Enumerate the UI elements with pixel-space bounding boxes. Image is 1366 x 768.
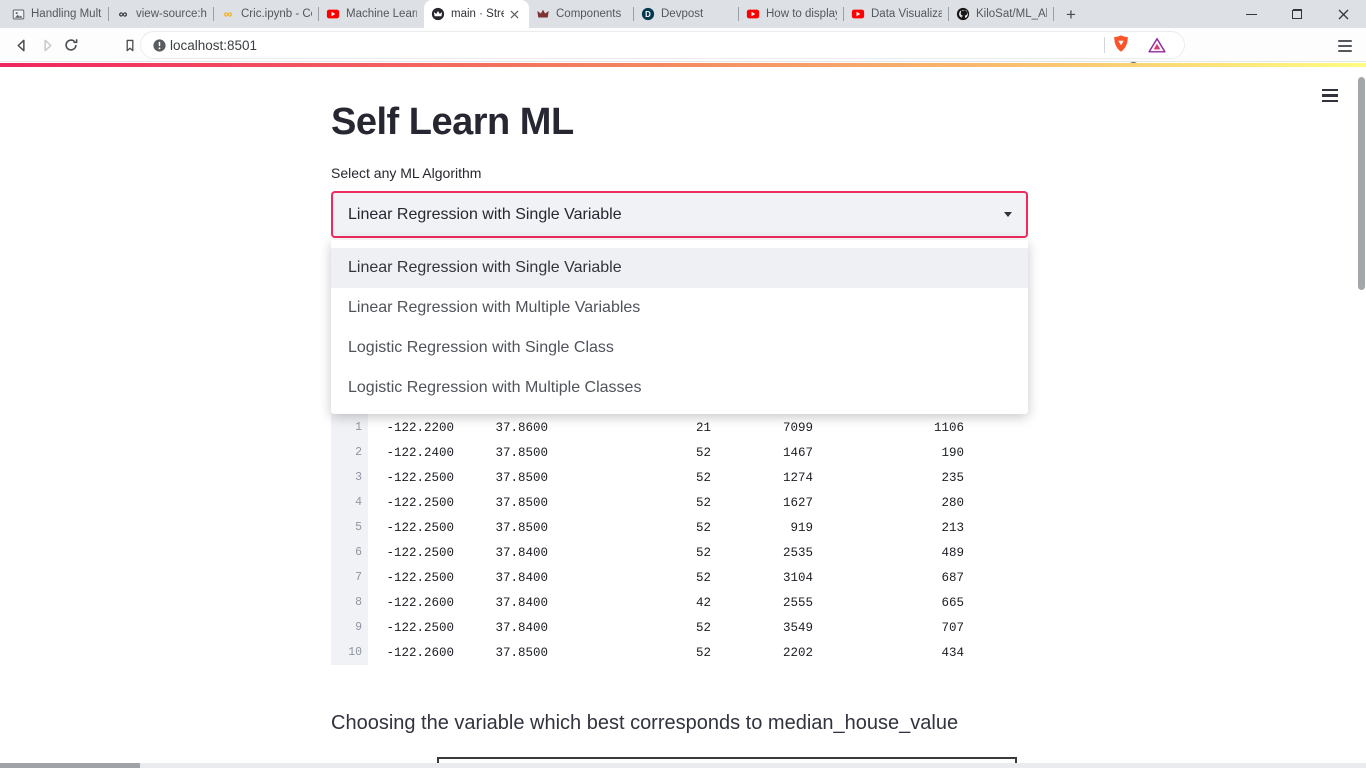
restore-icon xyxy=(1292,9,1302,19)
reload-button[interactable] xyxy=(62,36,80,54)
browser-menu-button[interactable] xyxy=(1338,40,1352,55)
chevron-down-icon xyxy=(1004,212,1012,217)
table-row: 4 -122.2500 37.8500 52 1627 280 xyxy=(355,495,964,510)
dataframe-index-column xyxy=(331,412,368,665)
table-row: 3 -122.2500 37.8500 52 1274 235 xyxy=(355,470,964,485)
restore-button[interactable] xyxy=(1274,0,1320,28)
browser-tab-10[interactable]: KiloSat/ML_Alg xyxy=(949,0,1054,28)
tab-bar: Handling Multi ∞ view-source:ht ∞ Cric.i… xyxy=(0,0,1366,28)
subheader-text: Choosing the variable which best corresp… xyxy=(331,712,959,734)
tab-close-button[interactable] xyxy=(510,9,522,19)
minimize-icon xyxy=(1245,13,1257,15)
tab-title: view-source:ht xyxy=(136,8,207,20)
back-button[interactable] xyxy=(12,36,30,54)
dropdown-option-2[interactable]: Linear Regression with Multiple Variable… xyxy=(348,299,641,316)
horizontal-scrollbar-thumb[interactable] xyxy=(0,763,140,768)
browser-tab-3[interactable]: ∞ Cric.ipynb - Co xyxy=(214,0,319,28)
tab-title: Devpost xyxy=(661,8,704,20)
horizontal-scrollbar-track[interactable] xyxy=(0,763,1366,768)
tab-title: How to display xyxy=(766,8,837,20)
table-row: 9 -122.2500 37.8400 52 3549 707 xyxy=(355,620,964,635)
dropdown-option-4[interactable]: Logistic Regression with Multiple Classe… xyxy=(348,379,642,396)
figure-placeholder xyxy=(437,757,1017,768)
infinity-icon: ∞ xyxy=(118,7,128,21)
browser-menu-icon xyxy=(1338,40,1352,42)
devpost-icon: D xyxy=(641,7,655,21)
housing-dataframe[interactable]: 1 -122.2200 37.8600 21 7099 1106 2 -122.2400 37.… xyxy=(331,412,1028,665)
browser-tab-7[interactable]: D Devpost xyxy=(634,0,739,28)
youtube-icon xyxy=(851,7,865,21)
address-bar[interactable] xyxy=(140,31,1185,59)
browser-tab-8[interactable]: How to display xyxy=(739,0,844,28)
browser-tab-2[interactable]: ∞ view-source:ht xyxy=(109,0,214,28)
site-info-button[interactable] xyxy=(150,36,168,54)
forward-button[interactable] xyxy=(38,36,56,54)
table-row: 10 -122.2600 37.8500 52 2202 434 xyxy=(348,645,964,660)
dataframe-table: 1 -122.2200 37.8600 21 7099 1106 2 -122.2400 37.… xyxy=(331,415,1028,665)
svg-text:D: D xyxy=(645,10,651,19)
tab-title: Machine Learn xyxy=(346,8,417,20)
bat-icon xyxy=(1148,37,1166,53)
vertical-scrollbar[interactable] xyxy=(1358,77,1365,290)
table-row: 6 -122.2500 37.8400 52 2535 489 xyxy=(355,545,964,560)
browser-tab-1[interactable]: Handling Multi xyxy=(4,0,109,28)
select-label: Select any ML Algorithm xyxy=(331,165,482,181)
tab-title: Cric.ipynb - Co xyxy=(241,8,312,20)
new-tab-button[interactable]: + xyxy=(1066,5,1076,24)
selectbox-dropdown: Linear Regression with Single Variable L… xyxy=(331,240,1028,414)
close-icon xyxy=(1338,9,1348,19)
tab-title: main · Stre xyxy=(451,8,504,20)
dropdown-option-3[interactable]: Logistic Regression with Single Class xyxy=(348,339,614,356)
brave-shield-icon xyxy=(1114,35,1128,52)
youtube-icon xyxy=(326,7,340,21)
dropdown-option-1[interactable]: Linear Regression with Single Variable xyxy=(331,248,1028,288)
table-row: 1 -122.2200 37.8600 21 7099 1106 xyxy=(355,420,964,435)
table-row: 2 -122.2400 37.8500 52 1467 190 xyxy=(355,445,964,460)
image-icon xyxy=(11,7,25,21)
browser-tab-4[interactable]: Machine Learn xyxy=(319,0,424,28)
colab-icon: ∞ xyxy=(223,7,233,21)
page-title: Self Learn ML xyxy=(331,101,574,143)
selectbox-value: Linear Regression with Single Variable xyxy=(348,205,622,223)
table-row: 5 -122.2500 37.8500 52 919 213 xyxy=(355,520,964,535)
streamlit-dark-icon xyxy=(431,7,445,21)
decoration-bar xyxy=(0,63,1366,67)
toolbar-separator xyxy=(1104,37,1105,53)
window-controls xyxy=(1228,0,1366,28)
table-row: 8 -122.2600 37.8400 42 2555 665 xyxy=(355,595,964,610)
bookmark-button[interactable] xyxy=(121,36,139,54)
tab-list: Handling Multi ∞ view-source:ht ∞ Cric.i… xyxy=(0,0,1054,28)
browser-tab-6[interactable]: Components xyxy=(529,0,634,28)
tab-title: Components xyxy=(556,8,622,20)
reload-icon xyxy=(65,39,78,51)
site-info-icon xyxy=(152,38,166,52)
brave-rewards-button[interactable] xyxy=(1148,36,1166,54)
streamlit-menu-button[interactable] xyxy=(1322,89,1338,105)
tab-title: Handling Multi xyxy=(31,8,102,20)
browser-tab-9[interactable]: Data Visualizat xyxy=(844,0,949,28)
tab-title: Data Visualizat xyxy=(871,8,942,20)
streamlit-red-icon xyxy=(536,7,550,21)
bookmark-icon xyxy=(126,39,134,51)
minimize-button[interactable] xyxy=(1228,0,1274,28)
back-icon xyxy=(16,39,25,51)
browser-toolbar: localhost:8501 1 xyxy=(0,28,1366,75)
brave-shield-button[interactable] xyxy=(1112,35,1130,53)
browser-tab-5[interactable]: main · Stre xyxy=(424,0,529,28)
close-button[interactable] xyxy=(1320,0,1366,28)
algorithm-selectbox[interactable]: Linear Regression with Single Variable xyxy=(331,191,1028,238)
youtube-icon xyxy=(746,7,760,21)
github-icon xyxy=(956,7,970,21)
url-text[interactable]: localhost:8501 xyxy=(170,38,258,53)
streamlit-page: Self Learn ML Select any ML Algorithm Li… xyxy=(0,63,1366,768)
tab-title: KiloSat/ML_Alg xyxy=(976,8,1047,20)
streamlit-hamburger-icon xyxy=(1322,89,1338,92)
table-row: 7 -122.2500 37.8400 52 3104 687 xyxy=(355,570,964,585)
forward-icon xyxy=(43,39,52,51)
